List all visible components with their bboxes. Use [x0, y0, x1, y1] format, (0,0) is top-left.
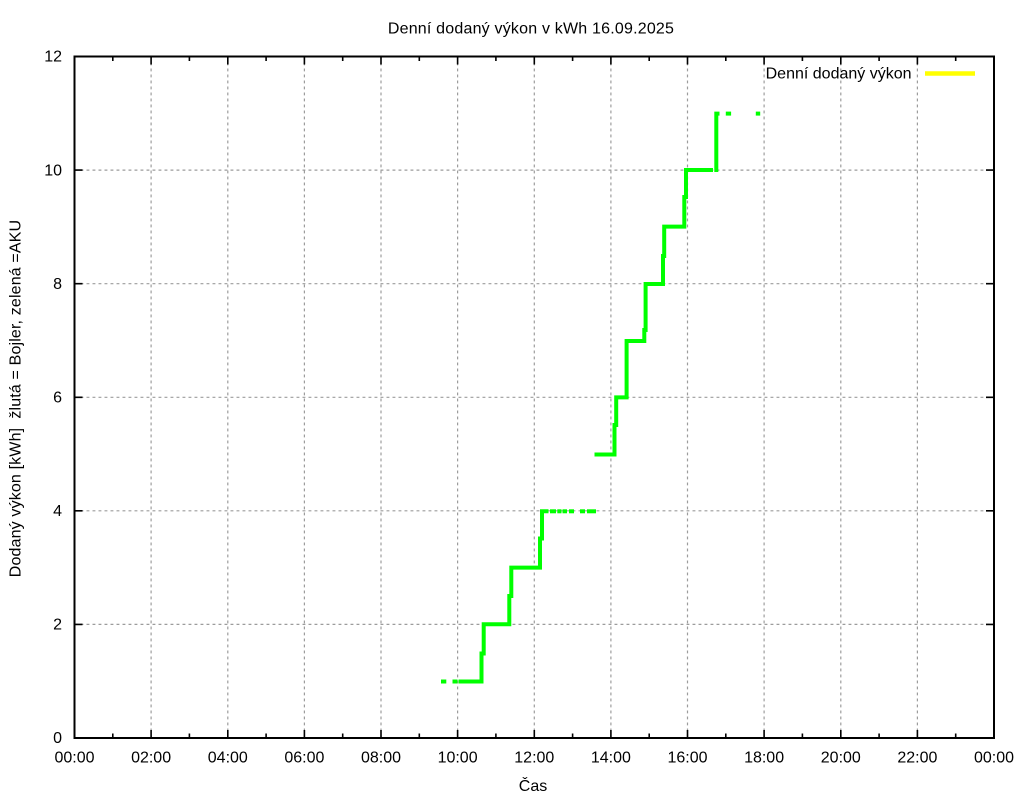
svg-text:00:00: 00:00 — [974, 750, 1014, 767]
svg-text:14:00: 14:00 — [591, 750, 631, 767]
svg-text:16:00: 16:00 — [667, 750, 707, 767]
svg-text:Denní dodaný výkon: Denní dodaný výkon — [766, 66, 912, 83]
svg-text:12:00: 12:00 — [514, 750, 554, 767]
svg-text:18:00: 18:00 — [744, 750, 784, 767]
svg-text:10:00: 10:00 — [438, 750, 478, 767]
svg-text:Čas: Čas — [519, 776, 547, 795]
svg-text:20:00: 20:00 — [821, 750, 861, 767]
svg-text:10: 10 — [44, 162, 62, 179]
svg-text:12: 12 — [44, 49, 62, 66]
svg-text:4: 4 — [53, 503, 62, 520]
svg-text:08:00: 08:00 — [361, 750, 401, 767]
svg-text:0: 0 — [53, 730, 62, 747]
svg-text:00:00: 00:00 — [54, 750, 94, 767]
svg-text:22:00: 22:00 — [897, 750, 937, 767]
svg-text:02:00: 02:00 — [131, 750, 171, 767]
svg-text:06:00: 06:00 — [284, 750, 324, 767]
svg-text:8: 8 — [53, 276, 62, 293]
svg-text:Denní dodaný výkon v kWh 16.09: Denní dodaný výkon v kWh 16.09.2025 — [388, 21, 674, 38]
svg-text:Dodaný výkon [kWh] žlutá = Bo: Dodaný výkon [kWh] žlutá = Bojler, zelen… — [8, 220, 25, 577]
svg-text:6: 6 — [53, 390, 62, 407]
svg-text:04:00: 04:00 — [208, 750, 248, 767]
svg-text:2: 2 — [53, 617, 62, 634]
